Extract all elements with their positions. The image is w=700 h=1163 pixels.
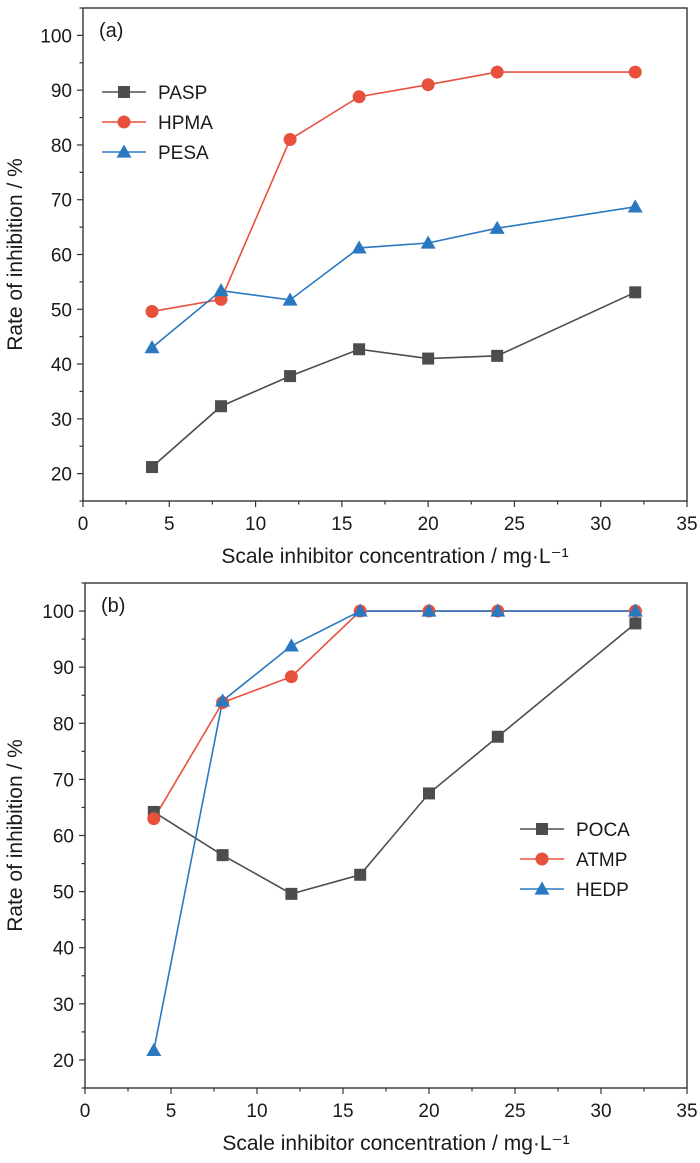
data-point-atmp [147, 812, 161, 826]
data-point-hpma [421, 78, 435, 92]
data-point-hedp [215, 693, 231, 707]
legend-marker-atmp [535, 852, 549, 866]
y-tick-label: 50 [51, 300, 72, 321]
data-point-hedp [352, 603, 368, 617]
data-point-hedp [146, 1042, 162, 1057]
x-tick-label: 20 [418, 1101, 439, 1122]
data-point-pasp [491, 349, 504, 362]
y-tick-label: 80 [51, 136, 72, 157]
y-tick-label: 50 [53, 883, 74, 904]
x-tick-label: 15 [331, 514, 352, 535]
data-point-pesa [213, 283, 229, 297]
plot-frame [82, 7, 688, 502]
data-point-atmp [284, 670, 298, 684]
legend-label-hpma: HPMA [158, 113, 213, 134]
y-tick-label: 100 [40, 26, 72, 47]
panel-label: (a) [99, 20, 123, 42]
x-tick-label: 5 [164, 514, 175, 535]
series-line-hpma [151, 71, 636, 313]
chart-panel-a: 0 5 10 15 20 25 30 35 20 30 40 50 60 70 80 90 100 Scale i… [4, 7, 698, 568]
x-axis-title: Scale inhibitor concentration / mg·L⁻¹ [221, 545, 568, 568]
x-tick-label: 25 [504, 1101, 525, 1122]
y-tick-label: 30 [51, 410, 72, 431]
x-tick-label: 30 [590, 1101, 611, 1122]
y-axis-title: Rate of inhibition / % [4, 158, 27, 351]
data-point-hpma [283, 132, 297, 146]
x-tick-label: 35 [676, 514, 697, 535]
x-tick-label: 25 [504, 514, 525, 535]
data-point-pasp [422, 352, 435, 365]
data-point-hpma [352, 90, 366, 104]
x-tick-label: 10 [245, 514, 266, 535]
legend-marker-hpma [117, 115, 131, 129]
legend-marker-poca [536, 823, 548, 835]
x-axis-title: Scale inhibitor concentration / mg·L⁻¹ [222, 1132, 569, 1155]
y-tick-label: 80 [53, 714, 74, 735]
y-tick-label: 70 [53, 770, 74, 791]
legend-marker-pesa [116, 144, 132, 158]
panel-label: (b) [101, 595, 125, 617]
data-point-poca [354, 868, 367, 881]
data-point-pesa [420, 235, 436, 249]
y-tick-label: 90 [53, 658, 74, 679]
y-tick-label: 40 [51, 355, 72, 376]
y-tick-label: 40 [53, 939, 74, 960]
x-tick-label: 0 [80, 1101, 91, 1122]
data-point-pesa [282, 292, 298, 306]
data-point-pasp [284, 370, 297, 383]
data-point-hpma [490, 65, 504, 79]
y-tick-label: 60 [51, 246, 72, 267]
legend-marker-hedp [534, 881, 550, 895]
x-tick-label: 20 [418, 514, 439, 535]
data-point-poca [285, 887, 298, 900]
x-tick-label: 15 [332, 1101, 353, 1122]
data-point-pesa [627, 199, 643, 213]
data-point-hpma [628, 65, 642, 79]
x-tick-label: 35 [676, 1101, 697, 1122]
legend-label-poca: POCA [576, 820, 630, 841]
x-tick-label: 0 [78, 514, 89, 535]
data-point-pesa [351, 240, 367, 254]
data-point-poca [629, 617, 642, 630]
x-tick-label: 30 [590, 514, 611, 535]
legend-marker-pasp [118, 86, 130, 98]
data-point-pesa [489, 220, 505, 234]
data-point-pasp [146, 461, 159, 474]
data-point-pasp [215, 400, 228, 413]
data-point-hedp [490, 603, 506, 617]
data-point-poca [423, 787, 435, 800]
series-line-hedp [153, 610, 636, 1051]
data-point-hpma [145, 304, 159, 318]
y-tick-label: 60 [53, 827, 74, 848]
chart-panel-b: 0 5 10 15 20 25 30 35 20 30 40 50 60 70 80 90 100 Scale i… [4, 582, 698, 1155]
series-line-atmp [153, 610, 636, 820]
x-tick-label: 10 [246, 1101, 267, 1122]
data-point-hedp [627, 603, 643, 617]
legend-label-pesa: PESA [158, 143, 209, 164]
y-tick-label: 30 [53, 995, 74, 1016]
legend-label-hedp: HEDP [576, 880, 629, 901]
y-tick-label: 20 [51, 465, 72, 486]
y-axis-title: Rate of inhibition / % [4, 739, 27, 932]
y-tick-label: 90 [51, 81, 72, 102]
data-point-pasp [353, 343, 366, 356]
data-point-hedp [283, 638, 299, 652]
series-line-pasp [151, 291, 636, 468]
y-tick-label: 70 [51, 191, 72, 212]
legend-label-pasp: PASP [158, 83, 207, 104]
y-tick-label: 20 [53, 1051, 74, 1072]
y-tick-label: 100 [42, 602, 74, 623]
x-tick-label: 5 [166, 1101, 177, 1122]
legend-label-atmp: ATMP [576, 850, 627, 871]
data-point-pasp [629, 286, 642, 299]
data-point-poca [491, 730, 504, 743]
data-point-poca [216, 849, 229, 862]
data-point-hedp [421, 603, 437, 617]
data-point-pesa [144, 340, 160, 354]
